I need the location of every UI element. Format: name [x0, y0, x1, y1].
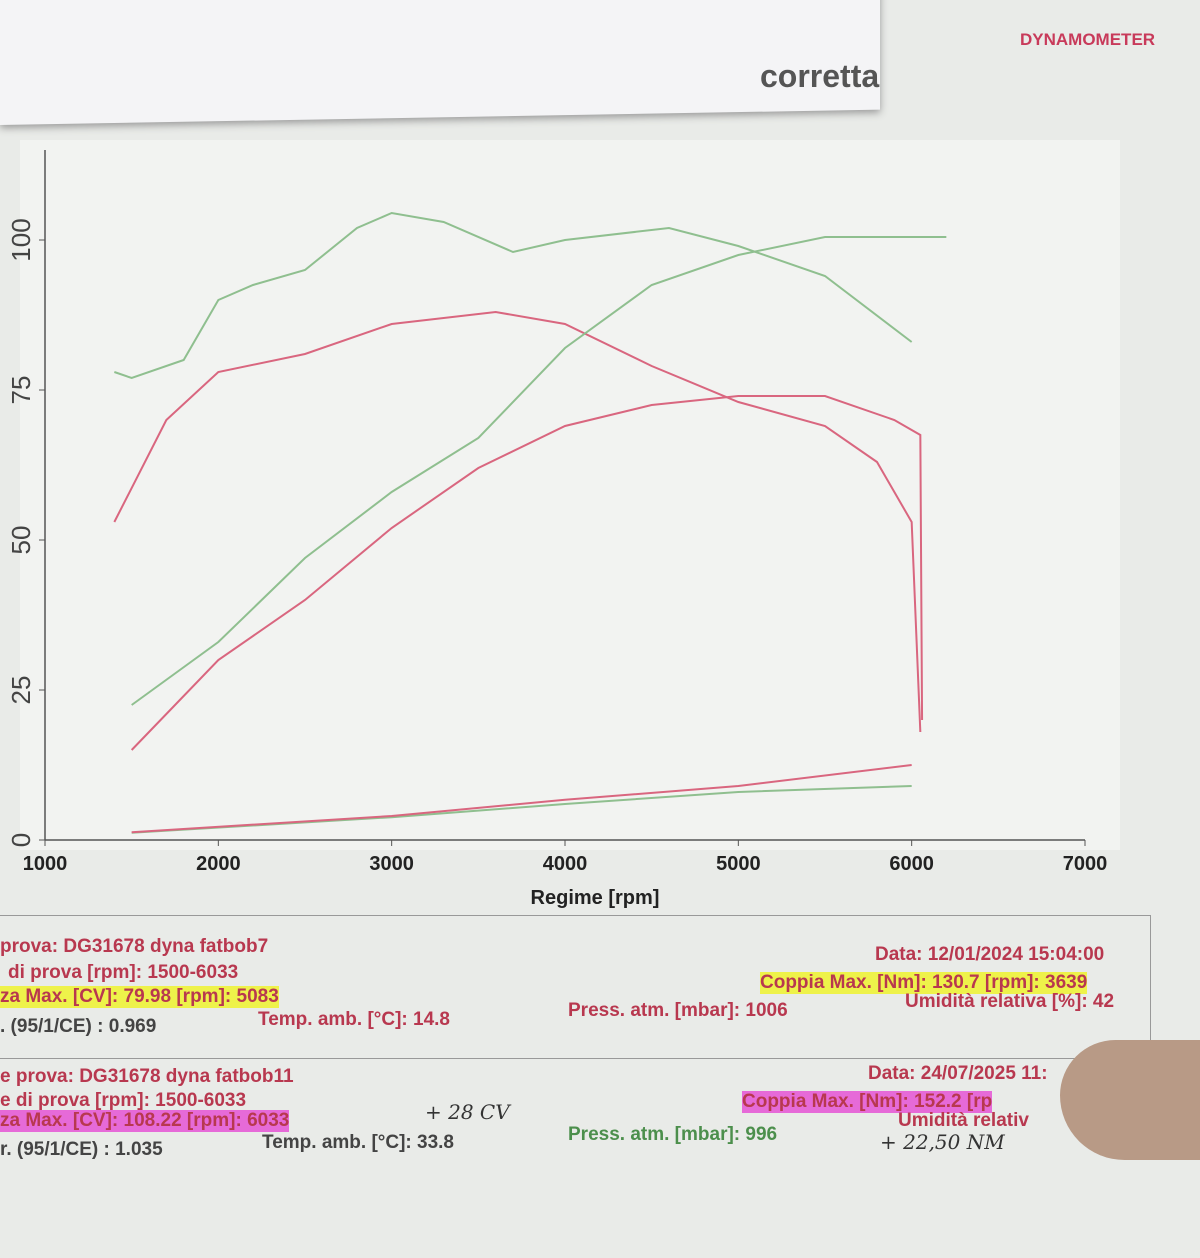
temperature: Temp. amb. [°C]: 14.8	[258, 1009, 451, 1030]
y-tick-label: 0	[6, 833, 36, 847]
max-torque: Coppia Max. [Nm]: 152.2 [rp	[742, 1091, 993, 1113]
correction: r. (95/1/CE) : 1.035	[0, 1139, 163, 1160]
date: Data: 12/01/2024 15:04:00	[875, 944, 1105, 965]
temperature: Temp. amb. [°C]: 33.8	[262, 1132, 455, 1153]
test-range: di prova [rpm]: 1500-6033	[8, 962, 239, 983]
max-torque: Coppia Max. [Nm]: 130.7 [rpm]: 3639	[760, 972, 1088, 994]
test-range: e di prova [rpm]: 1500-6033	[0, 1090, 247, 1111]
info-divider	[0, 1058, 1150, 1059]
series-line	[114, 211, 913, 380]
x-tick-label: 7000	[1063, 853, 1108, 875]
chart: 0 25 50 75 100 1000 2000 3000 4000 5000 6000 7000 Re…	[6, 140, 1120, 909]
x-tick-label: 2000	[196, 853, 241, 875]
info-frame	[0, 915, 1151, 1156]
x-axis-label: Regime [rpm]	[531, 887, 660, 909]
torque-gain-note: + 22,50 NM	[880, 1130, 1005, 1154]
title: corretta	[760, 58, 880, 94]
plot-area	[20, 140, 1120, 850]
series-line	[131, 764, 912, 834]
x-tick-label: 1000	[23, 853, 68, 875]
brand: DYNAMOMETER	[1020, 30, 1156, 49]
thumb	[1060, 1040, 1200, 1160]
pressure: Press. atm. [mbar]: 1006	[568, 1000, 788, 1021]
power-gain-note: + 28 CV	[425, 1100, 510, 1124]
x-tick-label: 6000	[889, 853, 934, 875]
x-tick-label: 5000	[716, 853, 761, 875]
correction: . (95/1/CE) : 0.969	[0, 1016, 157, 1037]
date: Data: 24/07/2025 11:	[868, 1063, 1048, 1084]
test-name: e prova: DG31678 dyna fatbob11	[0, 1066, 294, 1087]
y-tick-label: 50	[6, 526, 36, 555]
x-tick-label: 4000	[543, 853, 588, 875]
series-line	[130, 395, 924, 751]
x-tick-label: 3000	[369, 853, 414, 875]
series-line	[113, 310, 922, 733]
humidity: Umidità relativa [%]: 42	[905, 991, 1115, 1012]
test-name: prova: DG31678 dyna fatbob7	[0, 936, 269, 957]
y-tick-label: 25	[6, 676, 36, 705]
y-tick-label: 75	[6, 376, 36, 405]
series-line	[131, 236, 947, 706]
humidity: Umidità relativ	[898, 1110, 1029, 1131]
pressure: Press. atm. [mbar]: 996	[568, 1124, 778, 1145]
max-power: za Max. [CV]: 79.98 [rpm]: 5083	[0, 986, 279, 1008]
max-power: za Max. [CV]: 108.22 [rpm]: 6033	[0, 1110, 290, 1132]
y-tick-label: 100	[6, 218, 36, 261]
